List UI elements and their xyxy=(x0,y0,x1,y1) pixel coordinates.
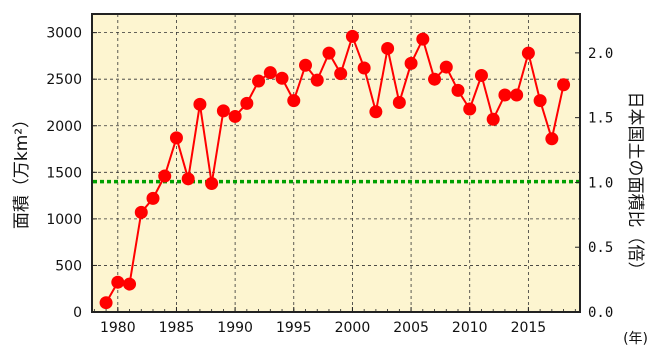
grid xyxy=(92,14,580,312)
data-point xyxy=(557,78,571,92)
y-axis-label: 面積（万km²） xyxy=(12,111,32,229)
y-tick-label: 3000 xyxy=(46,26,82,42)
data-point xyxy=(439,60,453,74)
data-point xyxy=(357,61,371,75)
x-axis-unit: (年) xyxy=(623,331,648,345)
data-point xyxy=(381,41,395,55)
data-point xyxy=(545,132,559,146)
data-point xyxy=(134,205,148,219)
series-line xyxy=(105,33,565,304)
data-point xyxy=(299,58,312,72)
data-point xyxy=(193,97,207,111)
y-tick-label: 1000 xyxy=(46,212,82,228)
plot-frame xyxy=(91,13,581,313)
data-point xyxy=(111,275,125,289)
data-point xyxy=(169,131,183,145)
data-point xyxy=(392,95,406,109)
x-tick-label: 1985 xyxy=(159,320,195,336)
data-point xyxy=(287,94,301,108)
x-tick-label: 1995 xyxy=(276,320,312,336)
data-point xyxy=(228,109,242,123)
data-point xyxy=(510,88,524,102)
data-point xyxy=(322,46,336,60)
y-tick-label: 1500 xyxy=(46,165,82,181)
x-tick-label: 2010 xyxy=(452,320,488,336)
y2-axis-label: 日本国土の面積比（倍） xyxy=(625,92,645,279)
x-tick-label: 2005 xyxy=(393,320,429,336)
data-points xyxy=(99,29,571,310)
y2-tick-label: 1.5 xyxy=(588,111,613,127)
data-point xyxy=(146,191,160,205)
x-tick-label: 2000 xyxy=(335,320,371,336)
y2-tick-label: 0.0 xyxy=(588,305,613,321)
data-point xyxy=(533,94,547,108)
data-point xyxy=(334,67,348,81)
y-tick-label: 2000 xyxy=(46,119,82,135)
data-point xyxy=(181,172,195,186)
data-point xyxy=(205,176,219,190)
data-point xyxy=(216,104,230,118)
data-point xyxy=(404,56,418,70)
y-tick-label: 500 xyxy=(55,258,82,274)
x-tick-label: 1990 xyxy=(217,320,253,336)
x-tick-label: 2015 xyxy=(511,320,547,336)
data-point xyxy=(369,105,383,119)
data-point xyxy=(310,73,324,87)
plot-background xyxy=(92,14,580,312)
data-point xyxy=(240,96,254,110)
y-tick-label: 2500 xyxy=(46,72,82,88)
y-tick-label: 0 xyxy=(73,305,82,321)
data-point xyxy=(99,296,113,310)
x-tick-label: 1980 xyxy=(100,320,136,336)
y2-tick-label: 1.0 xyxy=(588,175,613,191)
data-point xyxy=(451,83,465,97)
x-axis-ticks: 1980 1985 1990 1995 2000 2005 2010 2015 xyxy=(93,307,576,336)
y2-tick-label: 2.0 xyxy=(588,46,613,62)
data-point xyxy=(521,46,535,60)
data-point xyxy=(498,88,512,102)
data-point xyxy=(474,68,488,82)
data-point xyxy=(463,102,477,116)
data-point xyxy=(158,169,172,183)
y2-axis-ticks: 0.0 0.5 1.0 1.5 2.0 xyxy=(575,46,613,321)
data-point xyxy=(428,72,442,86)
y2-tick-label: 0.5 xyxy=(588,240,613,256)
y-axis-ticks: 0 500 1000 1500 2000 2500 3000 xyxy=(46,26,97,321)
data-point xyxy=(275,71,289,85)
data-point xyxy=(263,66,277,80)
data-point xyxy=(252,74,266,88)
data-point xyxy=(123,277,137,291)
data-point xyxy=(416,32,430,46)
data-point xyxy=(345,29,359,43)
data-point xyxy=(486,112,500,126)
